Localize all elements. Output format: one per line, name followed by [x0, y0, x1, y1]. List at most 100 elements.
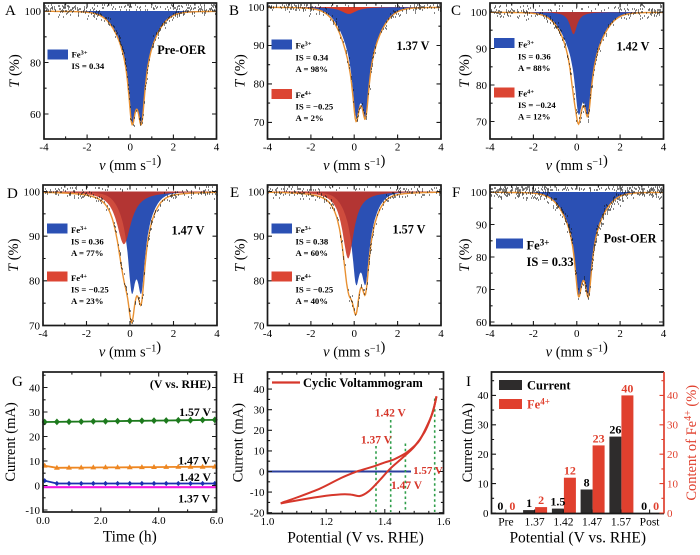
- svg-text:70: 70: [476, 116, 488, 128]
- svg-text:IS = −0.25: IS = −0.25: [296, 102, 334, 112]
- svg-text:A = 98%: A = 98%: [296, 64, 328, 74]
- svg-text:IS = 0.36: IS = 0.36: [71, 237, 104, 247]
- svg-text:30: 30: [667, 420, 679, 432]
- svg-text:T (%): T (%): [7, 54, 23, 88]
- svg-text:20: 20: [667, 449, 679, 461]
- svg-text:0: 0: [127, 142, 133, 154]
- svg-text:IS = 0.33: IS = 0.33: [527, 255, 574, 269]
- svg-text:70: 70: [29, 320, 41, 332]
- svg-text:70: 70: [476, 284, 488, 296]
- svg-text:90: 90: [29, 231, 41, 243]
- svg-text:12: 12: [564, 464, 576, 478]
- svg-text:Fe4+: Fe4+: [518, 89, 534, 99]
- svg-text:20: 20: [254, 425, 266, 437]
- svg-text:0: 0: [483, 508, 489, 520]
- svg-text:-4: -4: [485, 142, 495, 154]
- svg-text:1.47 V: 1.47 V: [178, 454, 210, 468]
- svg-text:T (%): T (%): [233, 54, 249, 88]
- svg-text:4.0: 4.0: [152, 515, 166, 527]
- svg-text:0: 0: [667, 508, 673, 520]
- svg-text:0: 0: [351, 328, 357, 340]
- svg-text:10: 10: [254, 446, 266, 458]
- svg-text:4: 4: [661, 328, 667, 340]
- svg-text:Fe3+: Fe3+: [72, 50, 88, 60]
- svg-text:0: 0: [641, 499, 647, 513]
- svg-text:-2: -2: [529, 328, 538, 340]
- svg-text:10: 10: [29, 456, 41, 468]
- svg-text:0: 0: [497, 499, 503, 513]
- svg-text:-4: -4: [38, 328, 48, 340]
- svg-text:80: 80: [254, 276, 266, 288]
- svg-text:40: 40: [478, 390, 490, 402]
- svg-text:-2: -2: [306, 328, 315, 340]
- svg-text:2: 2: [617, 142, 623, 154]
- svg-text:2: 2: [171, 142, 177, 154]
- svg-text:0: 0: [653, 499, 659, 513]
- svg-text:90: 90: [476, 43, 488, 55]
- svg-text:1: 1: [526, 496, 532, 510]
- svg-text:Time (h): Time (h): [103, 529, 157, 546]
- svg-text:-2: -2: [83, 142, 92, 154]
- svg-text:0: 0: [574, 328, 580, 340]
- svg-text:2: 2: [538, 493, 544, 507]
- svg-text:IS = −0.25: IS = −0.25: [296, 285, 334, 295]
- svg-text:-2: -2: [529, 142, 538, 154]
- svg-text:Current: Current: [527, 379, 571, 393]
- svg-text:4: 4: [438, 142, 444, 154]
- svg-text:1.37 V: 1.37 V: [178, 492, 210, 506]
- svg-text:100: 100: [248, 2, 265, 14]
- svg-text:100: 100: [24, 186, 41, 198]
- svg-text:70: 70: [254, 117, 266, 129]
- svg-text:-2: -2: [306, 142, 315, 154]
- svg-text:IS = 0.34: IS = 0.34: [296, 53, 329, 63]
- svg-text:-20: -20: [250, 508, 265, 520]
- svg-text:0: 0: [35, 480, 41, 492]
- svg-text:1.57 V: 1.57 V: [179, 405, 211, 419]
- svg-text:1.47: 1.47: [582, 517, 602, 529]
- svg-text:Fe3+: Fe3+: [518, 40, 534, 50]
- svg-text:1.42 V: 1.42 V: [617, 40, 650, 54]
- svg-text:4: 4: [438, 328, 444, 340]
- svg-text:2: 2: [395, 142, 401, 154]
- svg-text:10: 10: [667, 478, 679, 490]
- svg-text:1.37 V: 1.37 V: [397, 39, 430, 53]
- svg-text:Pre: Pre: [498, 517, 513, 529]
- svg-text:1.0: 1.0: [261, 516, 275, 528]
- svg-text:F: F: [452, 185, 460, 201]
- svg-text:B: B: [229, 3, 239, 19]
- svg-text:IS = 0.36: IS = 0.36: [518, 52, 551, 62]
- svg-text:Pre-OER: Pre-OER: [157, 43, 206, 57]
- svg-text:C: C: [451, 3, 461, 19]
- svg-text:Fe3+: Fe3+: [71, 225, 87, 235]
- svg-text:A = 40%: A = 40%: [296, 296, 328, 306]
- svg-text:1.37: 1.37: [525, 517, 545, 529]
- svg-text:30: 30: [254, 405, 266, 417]
- svg-text:80: 80: [476, 80, 488, 92]
- svg-text:Post: Post: [640, 517, 661, 529]
- svg-text:60: 60: [476, 317, 488, 329]
- svg-text:1.57: 1.57: [611, 517, 631, 529]
- svg-text:0: 0: [259, 466, 265, 478]
- svg-text:0.0: 0.0: [36, 515, 50, 527]
- svg-text:1.42: 1.42: [553, 517, 573, 529]
- svg-text:I: I: [466, 374, 471, 390]
- svg-text:Fe3+: Fe3+: [296, 41, 312, 51]
- svg-text:T (%): T (%): [457, 54, 473, 88]
- svg-text:100: 100: [471, 7, 488, 19]
- svg-text:A = 2%: A = 2%: [296, 113, 324, 123]
- svg-text:-4: -4: [39, 142, 49, 154]
- svg-text:1.47 V: 1.47 V: [391, 480, 423, 492]
- svg-text:40: 40: [29, 382, 41, 394]
- svg-text:1.57 V: 1.57 V: [413, 465, 443, 477]
- svg-text:G: G: [12, 374, 23, 390]
- svg-text:90: 90: [254, 231, 266, 243]
- svg-text:4: 4: [661, 142, 667, 154]
- svg-text:6.0: 6.0: [210, 515, 224, 527]
- svg-text:23: 23: [593, 431, 605, 445]
- svg-text:60: 60: [30, 109, 42, 121]
- svg-text:1.42 V: 1.42 V: [375, 408, 407, 420]
- svg-text:1.5: 1.5: [550, 495, 565, 509]
- svg-text:D: D: [7, 186, 18, 202]
- svg-text:26: 26: [609, 423, 621, 437]
- svg-text:30: 30: [29, 407, 41, 419]
